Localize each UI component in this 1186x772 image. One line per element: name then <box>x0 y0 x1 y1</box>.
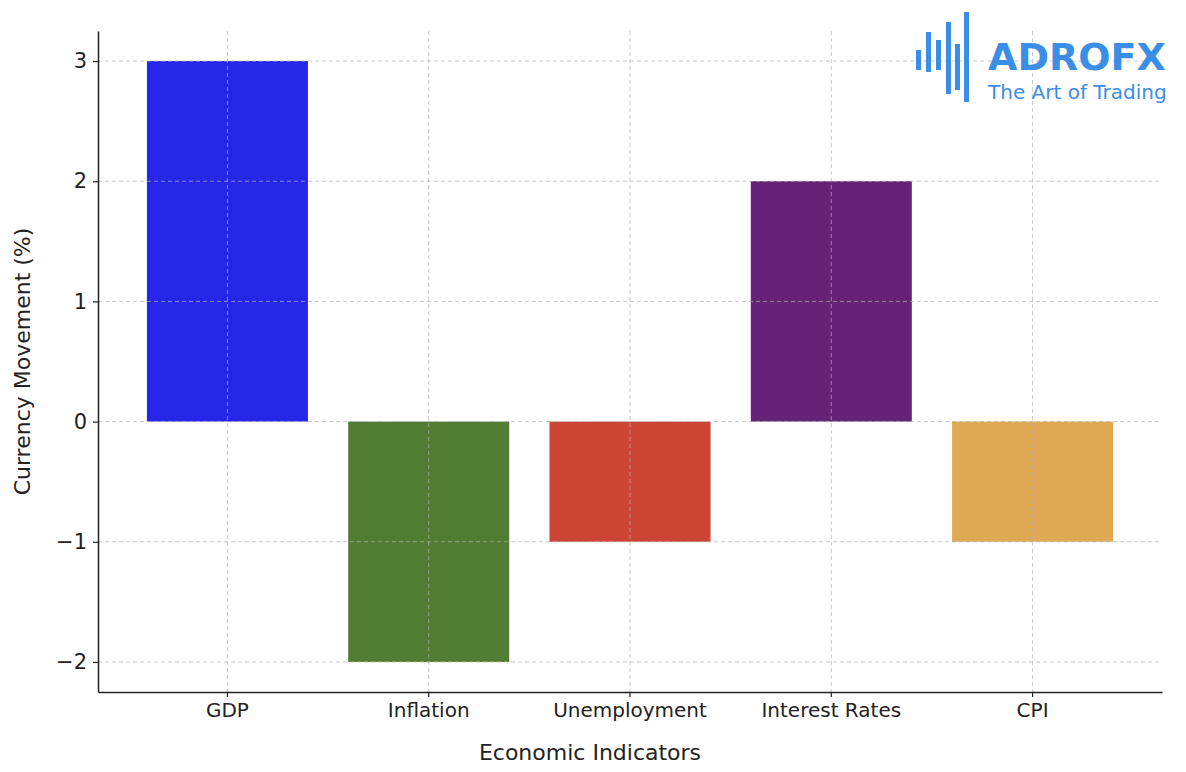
tick: 3 <box>74 49 98 73</box>
tick-mark <box>1032 692 1033 697</box>
tick: −1 <box>56 530 98 554</box>
chart: −2 −1 0 1 2 3 GDP Inflation Unemployment Interest… <box>0 0 1186 772</box>
tick-mark <box>93 301 98 302</box>
tick-label: 0 <box>74 410 87 434</box>
tick: CPI <box>1017 692 1049 722</box>
tick: 1 <box>74 290 98 314</box>
tick-label: 3 <box>74 49 87 73</box>
tick-label: 2 <box>74 169 87 193</box>
tick-label: Inflation <box>388 698 470 722</box>
grid-line <box>98 301 1162 302</box>
tick-mark <box>428 692 429 697</box>
tick-label: Unemployment <box>553 698 707 722</box>
logo-bar <box>955 44 960 90</box>
axis-line <box>98 32 100 693</box>
tick-mark <box>93 542 98 543</box>
tick-label: −2 <box>56 650 87 674</box>
logo: ADROFXThe Art of Trading <box>916 12 1167 104</box>
tick-mark <box>93 662 98 663</box>
tick: −2 <box>56 650 98 674</box>
grid-line <box>428 31 429 692</box>
grid <box>98 31 1162 692</box>
tick: 0 <box>74 410 98 434</box>
tick-mark <box>831 692 832 697</box>
tick-mark <box>93 421 98 422</box>
tick: Inflation <box>388 692 470 722</box>
tick-label: 1 <box>74 290 87 314</box>
bar <box>751 181 912 421</box>
grid-line <box>831 31 832 692</box>
grid-line <box>227 31 228 692</box>
tick: GDP <box>206 692 249 722</box>
tick: Interest Rates <box>761 692 901 722</box>
annotation: The Art of Trading <box>987 80 1167 104</box>
tick: Unemployment <box>553 692 707 722</box>
tick-label: GDP <box>206 698 249 722</box>
tick-mark <box>227 692 228 697</box>
x-axis: GDP Inflation Unemployment Interest Rates CP… <box>99 692 1163 722</box>
tick-label: Interest Rates <box>761 698 901 722</box>
logo-bar <box>916 50 921 70</box>
grid-line <box>630 31 631 692</box>
annotation: ADROFX <box>988 35 1166 79</box>
tick-mark <box>93 61 98 62</box>
grid-line <box>1032 31 1033 692</box>
logo-bar <box>946 22 951 94</box>
tick-mark <box>629 692 630 697</box>
logo-bar <box>936 40 941 70</box>
logo-bar <box>964 12 969 102</box>
grid-line <box>98 421 1162 422</box>
tick-label: CPI <box>1017 698 1049 722</box>
tick-mark <box>93 181 98 182</box>
tick: 2 <box>74 169 98 193</box>
tick-label: −1 <box>56 530 87 554</box>
logo-bar <box>926 32 931 72</box>
y-axis-title: Currency Movement (%) <box>10 228 35 496</box>
x-axis-title: Economic Indicators <box>479 740 701 765</box>
y-axis: −2 −1 0 1 2 3 <box>56 32 98 693</box>
